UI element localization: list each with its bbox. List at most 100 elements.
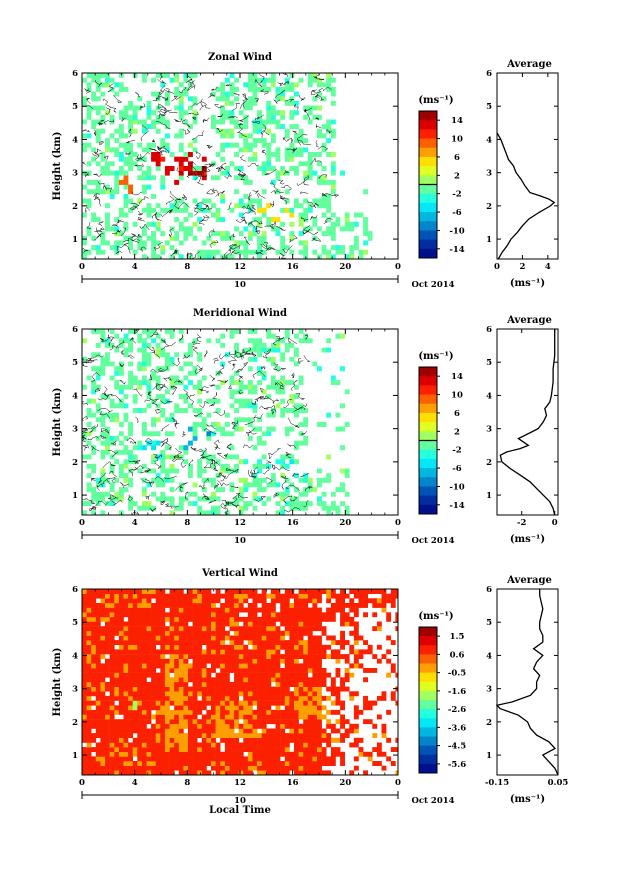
heatmap-cell	[234, 329, 239, 334]
contour-line	[91, 505, 97, 511]
contour-line	[210, 458, 214, 465]
heatmap-cell	[252, 91, 258, 97]
heatmap-cell	[284, 128, 290, 134]
heatmap-cell	[284, 770, 290, 776]
heatmap-cell	[234, 468, 239, 474]
heatmap-cell	[238, 742, 244, 748]
heatmap-cell	[95, 375, 101, 381]
heatmap-cell	[335, 691, 341, 697]
heatmap-cell	[261, 677, 267, 683]
heatmap-cell	[114, 128, 120, 134]
colorbar-segment	[419, 449, 437, 460]
heatmap-cell	[109, 440, 115, 446]
contour-line	[217, 480, 230, 487]
heatmap-cell	[155, 73, 161, 78]
contour-line	[281, 479, 287, 490]
heatmap-cell	[128, 649, 133, 655]
heatmap-cell	[123, 87, 129, 92]
colorbar-label: -10	[449, 482, 464, 492]
heatmap-cell	[105, 217, 110, 223]
heatmap-cell	[155, 649, 161, 655]
heatmap-cell	[91, 612, 97, 618]
heatmap-cell	[220, 719, 226, 725]
heatmap-cell	[164, 751, 170, 757]
heatmap-cell	[266, 756, 272, 762]
contour-line	[101, 386, 108, 396]
heatmap-cell	[307, 714, 313, 720]
contour-line	[108, 337, 115, 346]
heatmap-cell	[372, 700, 378, 706]
heatmap-cell	[330, 737, 336, 743]
heatmap-cell	[178, 691, 184, 697]
heatmap-cell	[192, 166, 198, 171]
heatmap-cell	[141, 691, 147, 697]
contour-line	[223, 453, 229, 458]
heatmap-cell	[114, 226, 120, 232]
heatmap-cell	[183, 598, 189, 604]
heatmap-cell	[146, 612, 152, 618]
heatmap-cell	[123, 449, 129, 455]
heatmap-cell	[211, 751, 216, 757]
heatmap-cell	[151, 440, 156, 446]
heatmap-cell	[220, 626, 226, 632]
heatmap-cell	[201, 682, 207, 687]
heatmap-cell	[257, 417, 262, 423]
heatmap-cell	[211, 663, 216, 669]
heatmap-cell	[303, 654, 309, 659]
contour-line	[178, 87, 186, 94]
heatmap-cell	[257, 658, 262, 664]
heatmap-cell	[275, 501, 281, 506]
heatmap-cell	[197, 408, 203, 413]
heatmap-cell	[114, 366, 120, 372]
heatmap-cell	[211, 714, 216, 720]
heatmap-cell	[132, 119, 138, 125]
heatmap-cell	[280, 463, 286, 469]
contour-line	[125, 140, 135, 144]
contour-line	[94, 501, 109, 507]
heatmap-cell	[247, 380, 253, 385]
heatmap-cell	[238, 398, 244, 404]
heatmap-cell	[220, 82, 226, 88]
contour-line	[137, 216, 145, 222]
heatmap-cell	[123, 394, 129, 399]
heatmap-cell	[303, 333, 309, 339]
heatmap-cell	[169, 723, 175, 729]
heatmap-cell	[192, 714, 198, 720]
heatmap-cell	[164, 700, 170, 706]
heatmap-cell	[192, 589, 198, 594]
heatmap-cell	[376, 742, 382, 748]
heatmap-cell	[100, 170, 106, 176]
heatmap-cell	[188, 82, 193, 88]
heatmap-cell	[105, 221, 110, 227]
heatmap-cell	[91, 691, 97, 697]
heatmap-cell	[234, 682, 239, 687]
heatmap-cell	[376, 589, 382, 594]
contour-line	[160, 424, 170, 432]
heatmap-cell	[252, 621, 258, 627]
heatmap-cell	[303, 170, 309, 176]
heatmap-cell	[105, 338, 110, 344]
colorbar-segment	[419, 718, 437, 728]
heatmap-cell	[252, 589, 258, 594]
contour-line	[144, 437, 153, 445]
heatmap-cell	[275, 635, 281, 641]
heatmap-cell	[215, 747, 221, 752]
heatmap-cell	[238, 491, 244, 497]
heatmap-cell	[155, 733, 161, 738]
contour-line	[238, 172, 245, 181]
heatmap-cell	[192, 635, 198, 641]
heatmap-cell	[234, 747, 239, 752]
heatmap-cell	[247, 621, 253, 627]
heatmap-cell	[192, 709, 198, 715]
heatmap-cell	[155, 719, 161, 725]
heatmap-cell	[206, 338, 212, 344]
heatmap-cell	[95, 742, 101, 748]
average-frame	[496, 328, 559, 516]
heatmap-cell	[229, 612, 235, 618]
heatmap-cell	[238, 668, 244, 673]
heatmap-cell	[298, 677, 304, 683]
heatmap-cell	[261, 723, 267, 729]
heatmap-cell	[349, 695, 355, 701]
heatmap-cell	[238, 147, 244, 153]
heatmap-cell	[201, 700, 207, 706]
